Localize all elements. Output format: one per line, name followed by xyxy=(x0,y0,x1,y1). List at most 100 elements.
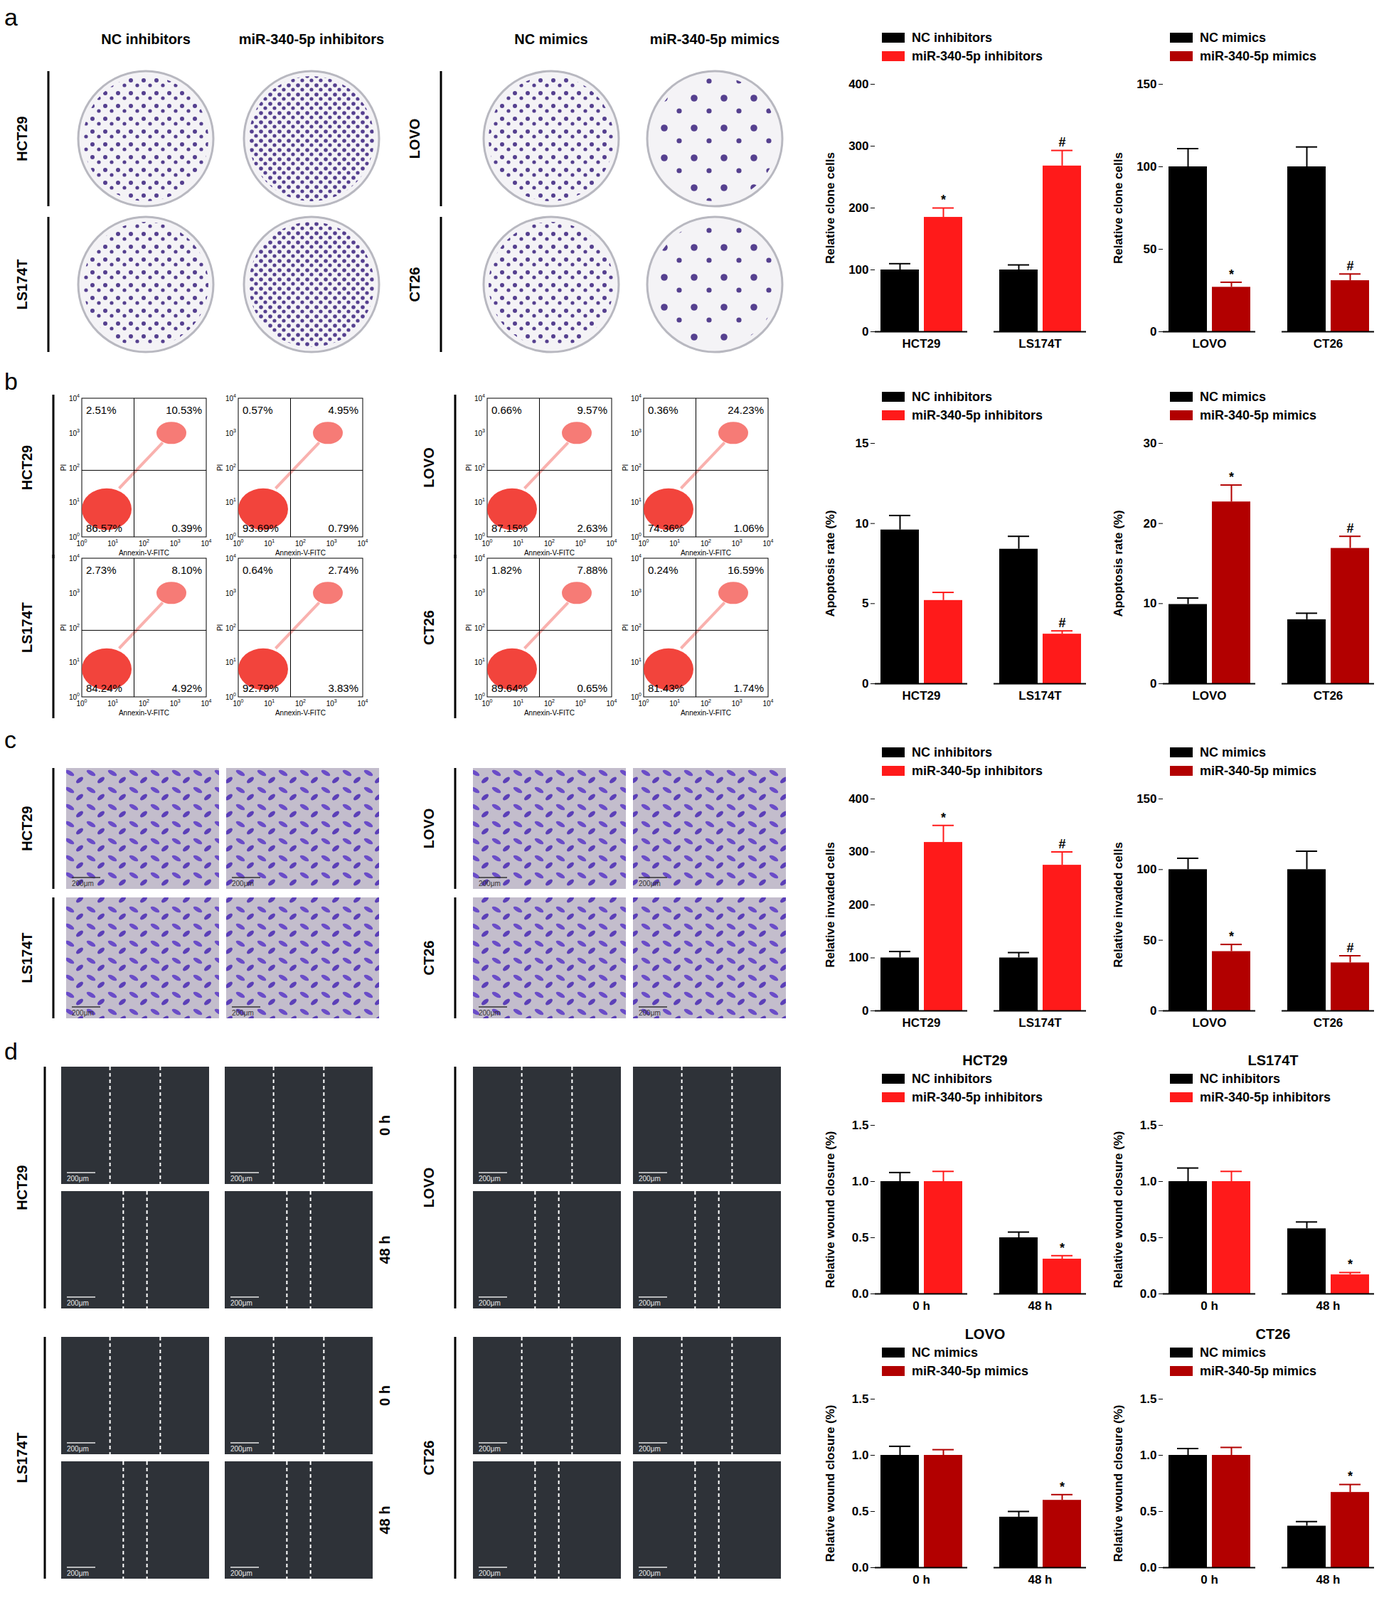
svg-text:102: 102 xyxy=(700,538,712,548)
svg-text:LS174T: LS174T xyxy=(1018,1016,1062,1030)
svg-text:0.79%: 0.79% xyxy=(327,522,359,535)
svg-text:CT26: CT26 xyxy=(421,1440,437,1476)
svg-text:100: 100 xyxy=(474,692,486,702)
svg-text:102: 102 xyxy=(295,698,306,708)
svg-text:1.0: 1.0 xyxy=(1140,1174,1158,1189)
svg-text:103: 103 xyxy=(474,588,486,598)
svg-text:Annexin-V-FITC: Annexin-V-FITC xyxy=(275,709,326,717)
svg-text:0 h: 0 h xyxy=(376,1115,393,1136)
svg-text:HCT29: HCT29 xyxy=(902,1016,941,1030)
svg-text:93.69%: 93.69% xyxy=(242,522,279,535)
svg-text:103: 103 xyxy=(169,698,181,708)
svg-text:LOVO: LOVO xyxy=(1191,1016,1227,1030)
svg-text:50: 50 xyxy=(1143,933,1158,948)
svg-text:200μm: 200μm xyxy=(478,1445,501,1453)
svg-text:102: 102 xyxy=(700,698,712,708)
svg-text:#: # xyxy=(1058,135,1066,150)
svg-text:48 h: 48 h xyxy=(376,1235,393,1264)
svg-text:0.39%: 0.39% xyxy=(171,522,202,535)
svg-text:PI: PI xyxy=(621,464,630,471)
svg-text:1.74%: 1.74% xyxy=(733,682,764,695)
svg-text:2.73%: 2.73% xyxy=(86,563,117,577)
svg-text:200μm: 200μm xyxy=(638,1569,661,1578)
svg-text:101: 101 xyxy=(512,698,524,708)
svg-text:1.0: 1.0 xyxy=(852,1174,870,1189)
svg-text:100: 100 xyxy=(848,950,869,965)
svg-text:104: 104 xyxy=(605,698,617,708)
svg-text:100: 100 xyxy=(232,698,244,708)
svg-text:10.53%: 10.53% xyxy=(165,403,202,417)
svg-text:Annexin-V-FITC: Annexin-V-FITC xyxy=(680,549,732,557)
svg-text:103: 103 xyxy=(68,428,80,438)
svg-text:0.36%: 0.36% xyxy=(647,403,679,417)
svg-text:#: # xyxy=(1346,258,1354,274)
svg-text:104: 104 xyxy=(68,393,80,403)
svg-text:400: 400 xyxy=(848,77,869,92)
svg-text:200: 200 xyxy=(848,898,869,912)
svg-text:104: 104 xyxy=(200,698,212,708)
svg-text:200μm: 200μm xyxy=(230,1174,253,1183)
svg-text:miR-340-5p inhibitors: miR-340-5p inhibitors xyxy=(238,31,385,47)
svg-text:0 h: 0 h xyxy=(912,1573,931,1587)
svg-text:84.24%: 84.24% xyxy=(86,682,123,695)
svg-text:200μm: 200μm xyxy=(231,879,254,888)
svg-text:74.36%: 74.36% xyxy=(647,522,685,535)
svg-text:104: 104 xyxy=(357,698,368,708)
svg-text:104: 104 xyxy=(762,698,774,708)
svg-text:103: 103 xyxy=(575,698,587,708)
svg-text:#: # xyxy=(1346,521,1354,536)
svg-text:PI: PI xyxy=(216,464,225,471)
svg-text:0 h: 0 h xyxy=(1200,1299,1219,1313)
svg-text:103: 103 xyxy=(630,428,642,438)
svg-text:NC mimics: NC mimics xyxy=(514,31,588,47)
svg-text:102: 102 xyxy=(138,538,150,548)
svg-text:0 h: 0 h xyxy=(1200,1573,1219,1587)
svg-text:200μm: 200μm xyxy=(478,1174,501,1183)
svg-text:#: # xyxy=(1058,615,1066,631)
svg-text:101: 101 xyxy=(474,657,486,667)
svg-text:0: 0 xyxy=(861,325,869,339)
svg-text:104: 104 xyxy=(474,553,486,563)
svg-text:100: 100 xyxy=(637,538,649,548)
svg-text:d: d xyxy=(4,1037,18,1065)
svg-text:102: 102 xyxy=(295,538,306,548)
svg-text:0.65%: 0.65% xyxy=(576,682,608,695)
svg-text:Relative invaded cells: Relative invaded cells xyxy=(1111,842,1126,968)
svg-text:104: 104 xyxy=(630,553,642,563)
svg-text:102: 102 xyxy=(544,538,555,548)
svg-text:200μm: 200μm xyxy=(638,1174,661,1183)
svg-text:104: 104 xyxy=(200,538,212,548)
svg-text:LOVO: LOVO xyxy=(1191,689,1227,703)
svg-text:c: c xyxy=(4,726,17,754)
svg-text:LS174T: LS174T xyxy=(1018,689,1062,703)
svg-text:100: 100 xyxy=(474,531,486,542)
svg-text:92.79%: 92.79% xyxy=(242,682,279,695)
svg-text:Annexin-V-FITC: Annexin-V-FITC xyxy=(524,549,575,557)
svg-text:CT26: CT26 xyxy=(421,940,437,976)
svg-text:400: 400 xyxy=(848,792,869,806)
svg-text:300: 300 xyxy=(848,844,869,859)
svg-text:#: # xyxy=(1346,940,1354,956)
svg-text:15: 15 xyxy=(855,436,870,451)
svg-text:4.95%: 4.95% xyxy=(327,403,359,417)
svg-text:LOVO: LOVO xyxy=(1191,337,1227,351)
svg-text:103: 103 xyxy=(225,428,237,438)
svg-text:101: 101 xyxy=(630,497,642,507)
svg-text:100: 100 xyxy=(76,698,87,708)
svg-text:Annexin-V-FITC: Annexin-V-FITC xyxy=(118,709,170,717)
svg-text:Relative wound closure (%): Relative wound closure (%) xyxy=(823,1404,838,1562)
svg-text:100: 100 xyxy=(630,692,642,702)
svg-text:101: 101 xyxy=(669,698,680,708)
svg-text:LOVO: LOVO xyxy=(421,447,437,488)
svg-text:0.5: 0.5 xyxy=(1140,1231,1158,1245)
svg-text:300: 300 xyxy=(848,139,869,153)
svg-text:0: 0 xyxy=(1150,677,1157,691)
svg-text:Apoptosis rate (%): Apoptosis rate (%) xyxy=(823,509,838,617)
svg-text:200μm: 200μm xyxy=(230,1299,253,1308)
svg-text:0.66%: 0.66% xyxy=(491,403,523,417)
svg-text:0 h: 0 h xyxy=(912,1299,931,1313)
svg-text:48 h: 48 h xyxy=(1315,1299,1340,1313)
svg-text:102: 102 xyxy=(474,462,486,473)
svg-text:*: * xyxy=(1228,929,1234,944)
svg-text:9.57%: 9.57% xyxy=(576,403,608,417)
